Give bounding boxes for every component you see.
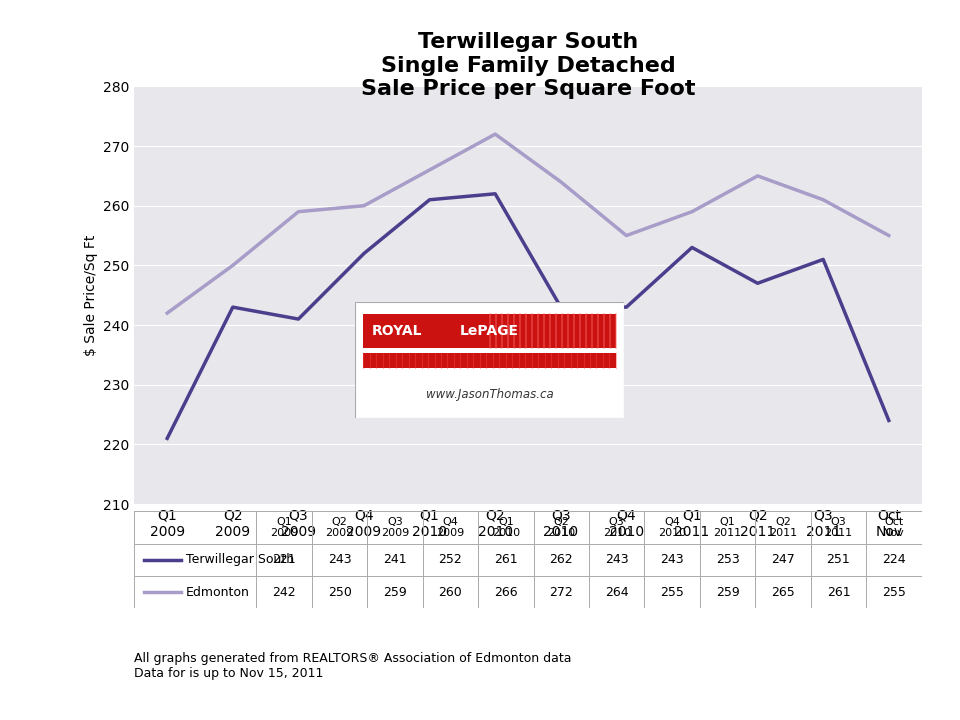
Text: Q4
2010: Q4 2010 (659, 516, 686, 539)
Text: 255: 255 (882, 585, 906, 599)
Text: 224: 224 (882, 553, 905, 567)
Text: Q1
2009: Q1 2009 (270, 516, 299, 539)
Text: 261: 261 (827, 585, 851, 599)
Y-axis label: $ Sale Price/Sq Ft: $ Sale Price/Sq Ft (84, 235, 98, 356)
Text: Terwillegar South
Single Family Detached
Sale Price per Square Foot: Terwillegar South Single Family Detached… (361, 32, 695, 99)
Text: Edmonton: Edmonton (185, 585, 250, 599)
Text: 243: 243 (660, 553, 684, 567)
Text: 243: 243 (327, 553, 351, 567)
Text: 261: 261 (494, 553, 517, 567)
Text: 259: 259 (383, 585, 407, 599)
Text: 247: 247 (771, 553, 795, 567)
Text: Q1
2010: Q1 2010 (492, 516, 520, 539)
FancyBboxPatch shape (355, 302, 624, 418)
Text: 262: 262 (549, 553, 573, 567)
Text: 251: 251 (827, 553, 851, 567)
Text: All graphs generated from REALTORS® Association of Edmonton data
Data for is up : All graphs generated from REALTORS® Asso… (134, 652, 572, 680)
Text: 255: 255 (660, 585, 684, 599)
Text: www.JasonThomas.ca: www.JasonThomas.ca (425, 388, 554, 401)
Text: 243: 243 (605, 553, 629, 567)
Text: Q1
2011: Q1 2011 (713, 516, 742, 539)
Text: 241: 241 (383, 553, 407, 567)
Text: Q3
2010: Q3 2010 (603, 516, 631, 539)
Text: Oct
Nov: Oct Nov (883, 516, 904, 539)
Text: 242: 242 (273, 585, 296, 599)
Text: Q4
2009: Q4 2009 (436, 516, 465, 539)
Text: Q2
2009: Q2 2009 (325, 516, 353, 539)
Text: Q2
2011: Q2 2011 (769, 516, 797, 539)
Text: 250: 250 (327, 585, 351, 599)
Text: 266: 266 (494, 585, 517, 599)
Text: 253: 253 (716, 553, 739, 567)
Text: 259: 259 (716, 585, 739, 599)
Bar (363, 353, 616, 368)
Text: 221: 221 (273, 553, 296, 567)
Text: Terwillegar South: Terwillegar South (185, 553, 294, 567)
Bar (363, 314, 616, 348)
Text: 264: 264 (605, 585, 629, 599)
Text: LePAGE: LePAGE (460, 323, 519, 338)
Text: Q3
2009: Q3 2009 (381, 516, 409, 539)
Text: ROYAL: ROYAL (372, 323, 421, 338)
Text: 252: 252 (439, 553, 463, 567)
Text: 265: 265 (771, 585, 795, 599)
Text: 260: 260 (439, 585, 463, 599)
Text: 272: 272 (549, 585, 573, 599)
Text: Q3
2011: Q3 2011 (825, 516, 852, 539)
Text: Q2
2010: Q2 2010 (547, 516, 575, 539)
